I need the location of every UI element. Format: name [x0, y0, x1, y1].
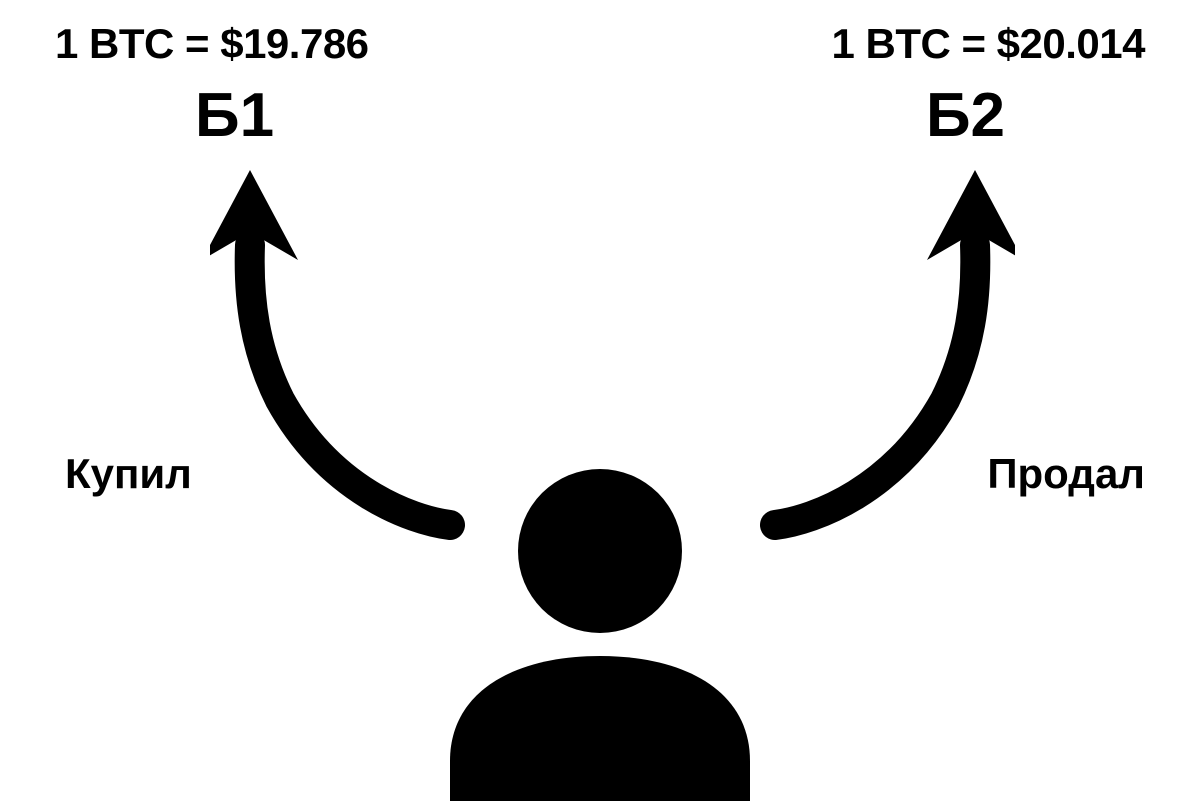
exchange-label-b2: Б2: [926, 80, 1005, 151]
exchange-label-b1: Б1: [195, 80, 274, 151]
price-left: 1 BTC = $19.786: [55, 20, 369, 68]
person-icon: [420, 461, 780, 806]
action-left-label: Купил: [65, 450, 192, 498]
price-right: 1 BTC = $20.014: [831, 20, 1145, 68]
